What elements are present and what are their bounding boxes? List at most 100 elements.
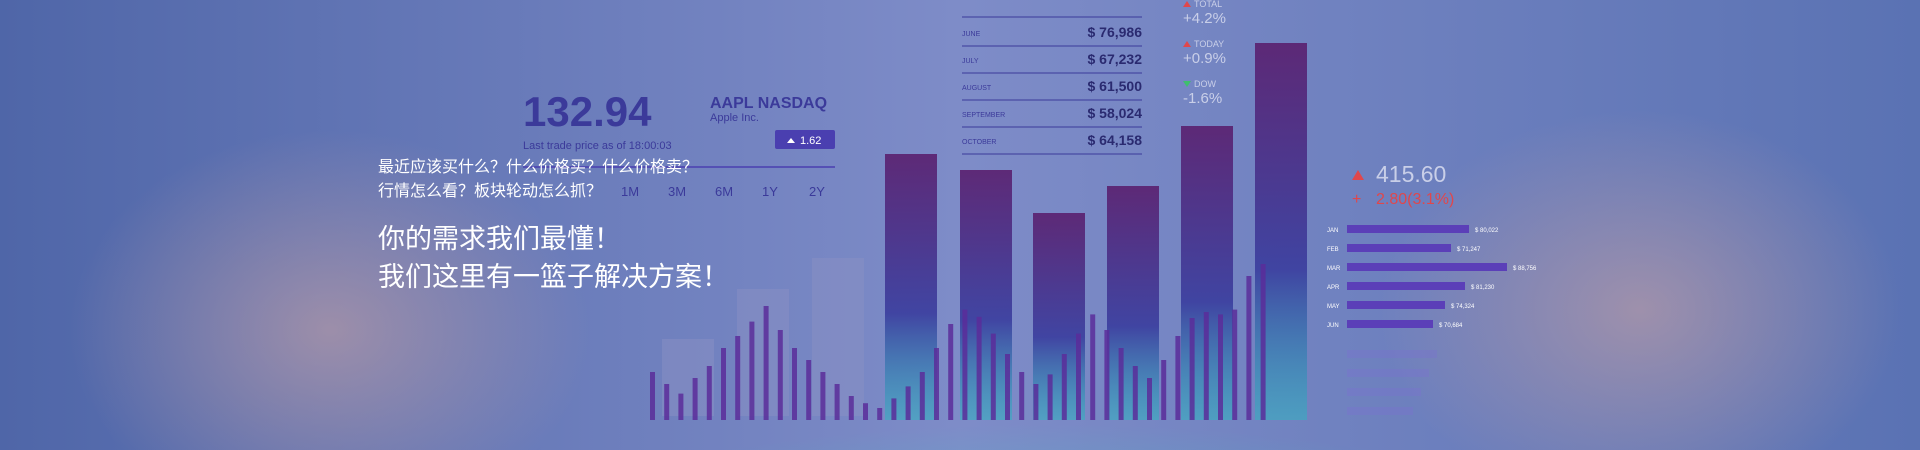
h-bar [1347, 225, 1469, 233]
thin-bar [792, 348, 797, 420]
index-label: TODAY [1194, 39, 1224, 49]
index-value: +4.2% [1183, 10, 1226, 27]
thin-bar [1132, 366, 1138, 420]
decorative-bars [650, 43, 1307, 420]
h-bar [1347, 282, 1465, 290]
big-bar [885, 154, 937, 420]
thin-bar [735, 336, 741, 420]
horizontal-bars: JAN $ 80,022 FEB $ 71,247 MAR $ 88,756 APR $ 81… [1327, 225, 1537, 415]
range-tab: 2Y [809, 184, 825, 199]
thin-bar [777, 330, 783, 420]
h-bar [1347, 320, 1433, 328]
quote-plus: + [1352, 191, 1361, 208]
index-value: -1.6% [1183, 90, 1222, 107]
gray-bar [662, 339, 714, 416]
month: JUNE [962, 31, 981, 38]
slogan: 我们这里有一篮子解决方案！ [378, 262, 729, 292]
amount: $ 61,500 [1088, 78, 1143, 94]
slogan: 你的需求我们最懂！ [378, 224, 621, 254]
up-arrow [1183, 41, 1191, 47]
month: JULY [962, 58, 979, 65]
fade-bar [1347, 407, 1413, 415]
quote-price: 415.60 [1376, 161, 1446, 187]
thin-bar [678, 393, 684, 420]
left-hand [70, 130, 590, 450]
thin-bar [1033, 384, 1039, 420]
h-bar [1347, 263, 1507, 271]
bar-month: MAY [1327, 304, 1340, 310]
thin-bar [934, 348, 939, 420]
thin-bar [763, 306, 769, 420]
bar-month: JAN [1327, 228, 1338, 234]
thin-bar [1047, 374, 1053, 420]
range-tab: 6M [715, 184, 733, 199]
thin-bar [721, 348, 726, 420]
down-arrow [1183, 81, 1191, 87]
thin-bar [962, 309, 968, 420]
thin-bar [1005, 354, 1010, 420]
thin-bar [1218, 314, 1223, 420]
quote-arrow [1352, 170, 1364, 180]
monthly-table: JUNE $ 76,986 JULY $ 67,232 AUGUST $ 61,500 SE… [962, 16, 1143, 155]
thin-bar [948, 324, 954, 420]
thin-bar [1260, 264, 1266, 420]
indices: TOTAL+4.2% TODAY+0.9% DOW-1.6% [1183, 0, 1226, 107]
thin-bar [1104, 330, 1110, 420]
bar-amount: $ 81,230 [1471, 285, 1495, 291]
thin-bar [1147, 378, 1152, 420]
ticker-price: 132.94 [523, 88, 652, 135]
bar-month: FEB [1327, 247, 1339, 253]
index-label: DOW [1194, 79, 1217, 89]
thin-bar [692, 378, 698, 420]
ticker-note: Last trade price as of 18:00:03 [523, 140, 672, 152]
thin-bar [1061, 354, 1067, 420]
question: 最近应该买什么？什么价格买？什么价格卖？ [378, 157, 698, 176]
thin-bar [1232, 309, 1238, 420]
thin-bar [1076, 333, 1081, 420]
range-tab: 1M [621, 184, 639, 199]
thin-bar [919, 372, 925, 420]
thin-bar [650, 372, 655, 420]
fade-bar [1347, 350, 1437, 358]
bar-amount: $ 80,022 [1475, 228, 1499, 234]
h-bar [1347, 301, 1445, 309]
change-box [775, 130, 835, 149]
amount: $ 76,986 [1088, 24, 1143, 40]
thin-bar [877, 408, 883, 420]
amount: $ 67,232 [1088, 51, 1143, 67]
month: OCTOBER [962, 139, 997, 146]
range-tabs: 1M 3M 6M 1Y 2Y [621, 184, 825, 199]
index-value: +0.9% [1183, 50, 1226, 67]
thin-bar [834, 384, 840, 420]
thin-bar [990, 333, 996, 420]
thin-bar [1246, 276, 1252, 420]
thin-bar [1189, 318, 1195, 420]
fade-bar [1347, 388, 1421, 396]
thin-bar [976, 316, 982, 420]
thin-bar [863, 403, 868, 420]
bar-month: JUN [1327, 323, 1339, 329]
ticker-change: 1.62 [800, 135, 821, 147]
big-bar [960, 170, 1012, 420]
quote-change: 2.80(3.1%) [1376, 191, 1454, 208]
thin-bar [749, 321, 755, 420]
range-tab: 3M [668, 184, 686, 199]
thin-bar [820, 372, 826, 420]
question: 行情怎么看？板块轮动怎么抓？ [378, 182, 602, 200]
thin-bar [848, 396, 854, 420]
amount: $ 58,024 [1088, 105, 1143, 121]
month: AUGUST [962, 85, 992, 92]
bar-amount: $ 88,756 [1513, 266, 1537, 272]
ticker-symbol: AAPL NASDAQ [710, 95, 827, 112]
thin-bar [1118, 348, 1124, 420]
month: SEPTEMBER [962, 112, 1005, 119]
bar-month: APR [1327, 285, 1340, 291]
thin-bar [1090, 314, 1096, 420]
bar-amount: $ 70,684 [1439, 323, 1463, 329]
thin-bar [806, 360, 812, 420]
thin-bar [1019, 372, 1025, 420]
thin-bar [891, 398, 897, 420]
range-tab: 1Y [762, 184, 778, 199]
thin-bar [664, 384, 670, 420]
